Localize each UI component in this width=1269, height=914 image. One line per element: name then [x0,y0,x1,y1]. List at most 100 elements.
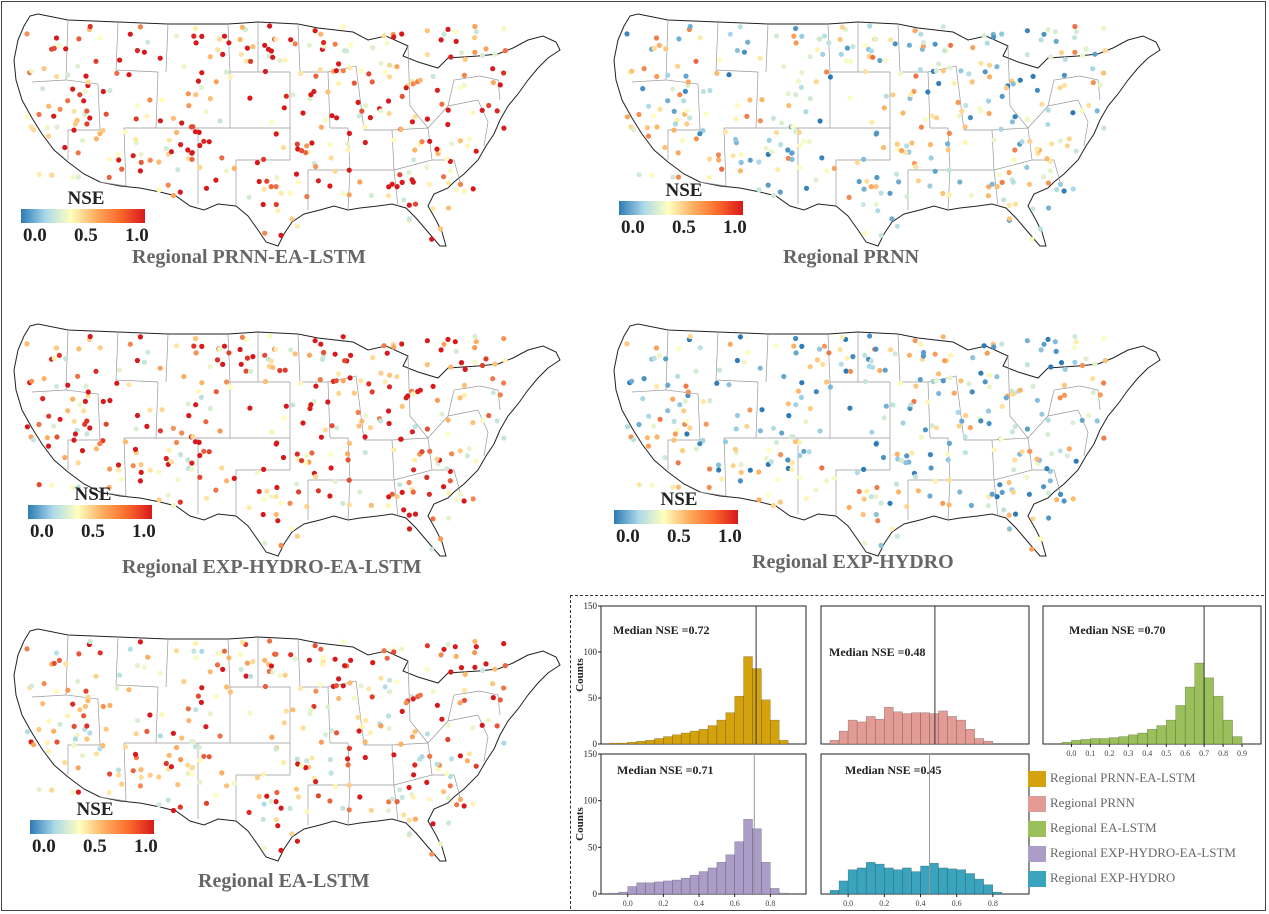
gauge-point [203,495,210,501]
gauge-point [29,378,35,384]
gauge-point [439,101,445,107]
gauge-point [779,120,785,126]
gauge-point [203,185,210,191]
median-annotation: Median NSE =0.45 [845,763,942,777]
gauge-point [1101,26,1107,32]
gauge-point [1101,435,1107,441]
gauge-point [494,108,500,114]
gauge-point [908,402,914,408]
gauge-point [79,138,86,144]
gauge-point [745,39,751,45]
gauge-point [903,150,909,156]
gauge-point [777,499,783,505]
gauge-point [861,496,867,502]
gauge-point [502,663,508,669]
gauge-point [1072,333,1078,340]
histogram-bar [698,729,709,745]
gauge-point [962,449,968,456]
gauge-point [429,546,435,552]
gauge-point [185,401,191,407]
gauge-point [54,124,60,130]
gauge-point [997,172,1003,178]
gauge-point [461,382,467,388]
gauge-point [1079,417,1085,423]
gauge-point [197,142,203,149]
gauge-point [897,70,904,77]
gauge-point [438,841,444,847]
gauge-point [1072,49,1078,55]
gauge-point [220,361,226,367]
histogram-bar [1090,738,1101,745]
gauge-point [1024,338,1030,344]
gauge-point [1034,456,1040,462]
gauge-point [287,805,293,811]
gauge-point [1011,157,1017,163]
gauge-point [473,339,479,345]
gauge-point [119,166,125,172]
gauge-point [1030,383,1036,389]
gauge-point [217,118,223,124]
map-ea-lstm [13,628,561,862]
gauge-point [737,168,743,174]
gauge-point [936,80,942,87]
gauge-point [370,45,376,51]
gauge-point [1044,466,1050,472]
gauge-point [1044,156,1050,162]
gauge-point [781,63,787,70]
gauge-point [657,416,663,422]
gauge-point [430,73,436,79]
gauge-point [303,150,309,156]
gauge-point [766,447,772,453]
state-boundary [765,23,769,73]
gauge-point [472,49,478,55]
gauge-point [137,639,143,645]
gauge-point [346,477,352,483]
gauge-point [93,446,99,452]
gauge-point [81,408,87,414]
gauge-point [1045,26,1051,32]
gauge-point [457,448,463,454]
gauge-point [472,333,478,340]
gauge-point [799,380,805,386]
gauge-point [269,429,275,435]
gauge-point [1006,479,1012,486]
gauge-point [1052,339,1058,345]
gauge-point [264,178,270,184]
gauge-point [445,490,452,496]
gauge-point [877,57,883,64]
gauge-point [756,187,762,193]
gauge-point [362,739,368,745]
gauge-point [340,639,346,645]
gauge-point [56,352,63,358]
gauge-point [918,434,924,440]
gauge-point [881,105,887,111]
gauge-point [850,44,856,50]
gauge-point [843,368,849,374]
us-outline [13,628,561,862]
y-tick-label: 50 [588,693,598,703]
state-boundary [667,439,700,470]
gauge-point [479,667,486,674]
gauge-point [29,68,35,74]
gauge-point [966,381,972,387]
histogram-bar [983,740,994,745]
gauge-point [340,68,346,74]
gauge-point [147,772,153,778]
gauge-point [470,801,476,807]
gauge-point [1064,453,1070,459]
gauge-point [348,352,354,358]
gauge-point [424,28,430,34]
gauge-point [340,334,346,340]
histogram-bar [770,719,780,745]
state-boundary [897,23,901,73]
gauge-point [773,439,780,446]
gauge-point [36,787,42,793]
gauge-point [175,167,181,173]
gauge-point [97,746,103,752]
gauge-point [461,72,467,78]
gauge-point [294,838,300,844]
gauge-point [45,748,52,754]
gauge-point [213,389,219,395]
histogram-bar [902,713,912,745]
gauge-point [282,57,288,63]
